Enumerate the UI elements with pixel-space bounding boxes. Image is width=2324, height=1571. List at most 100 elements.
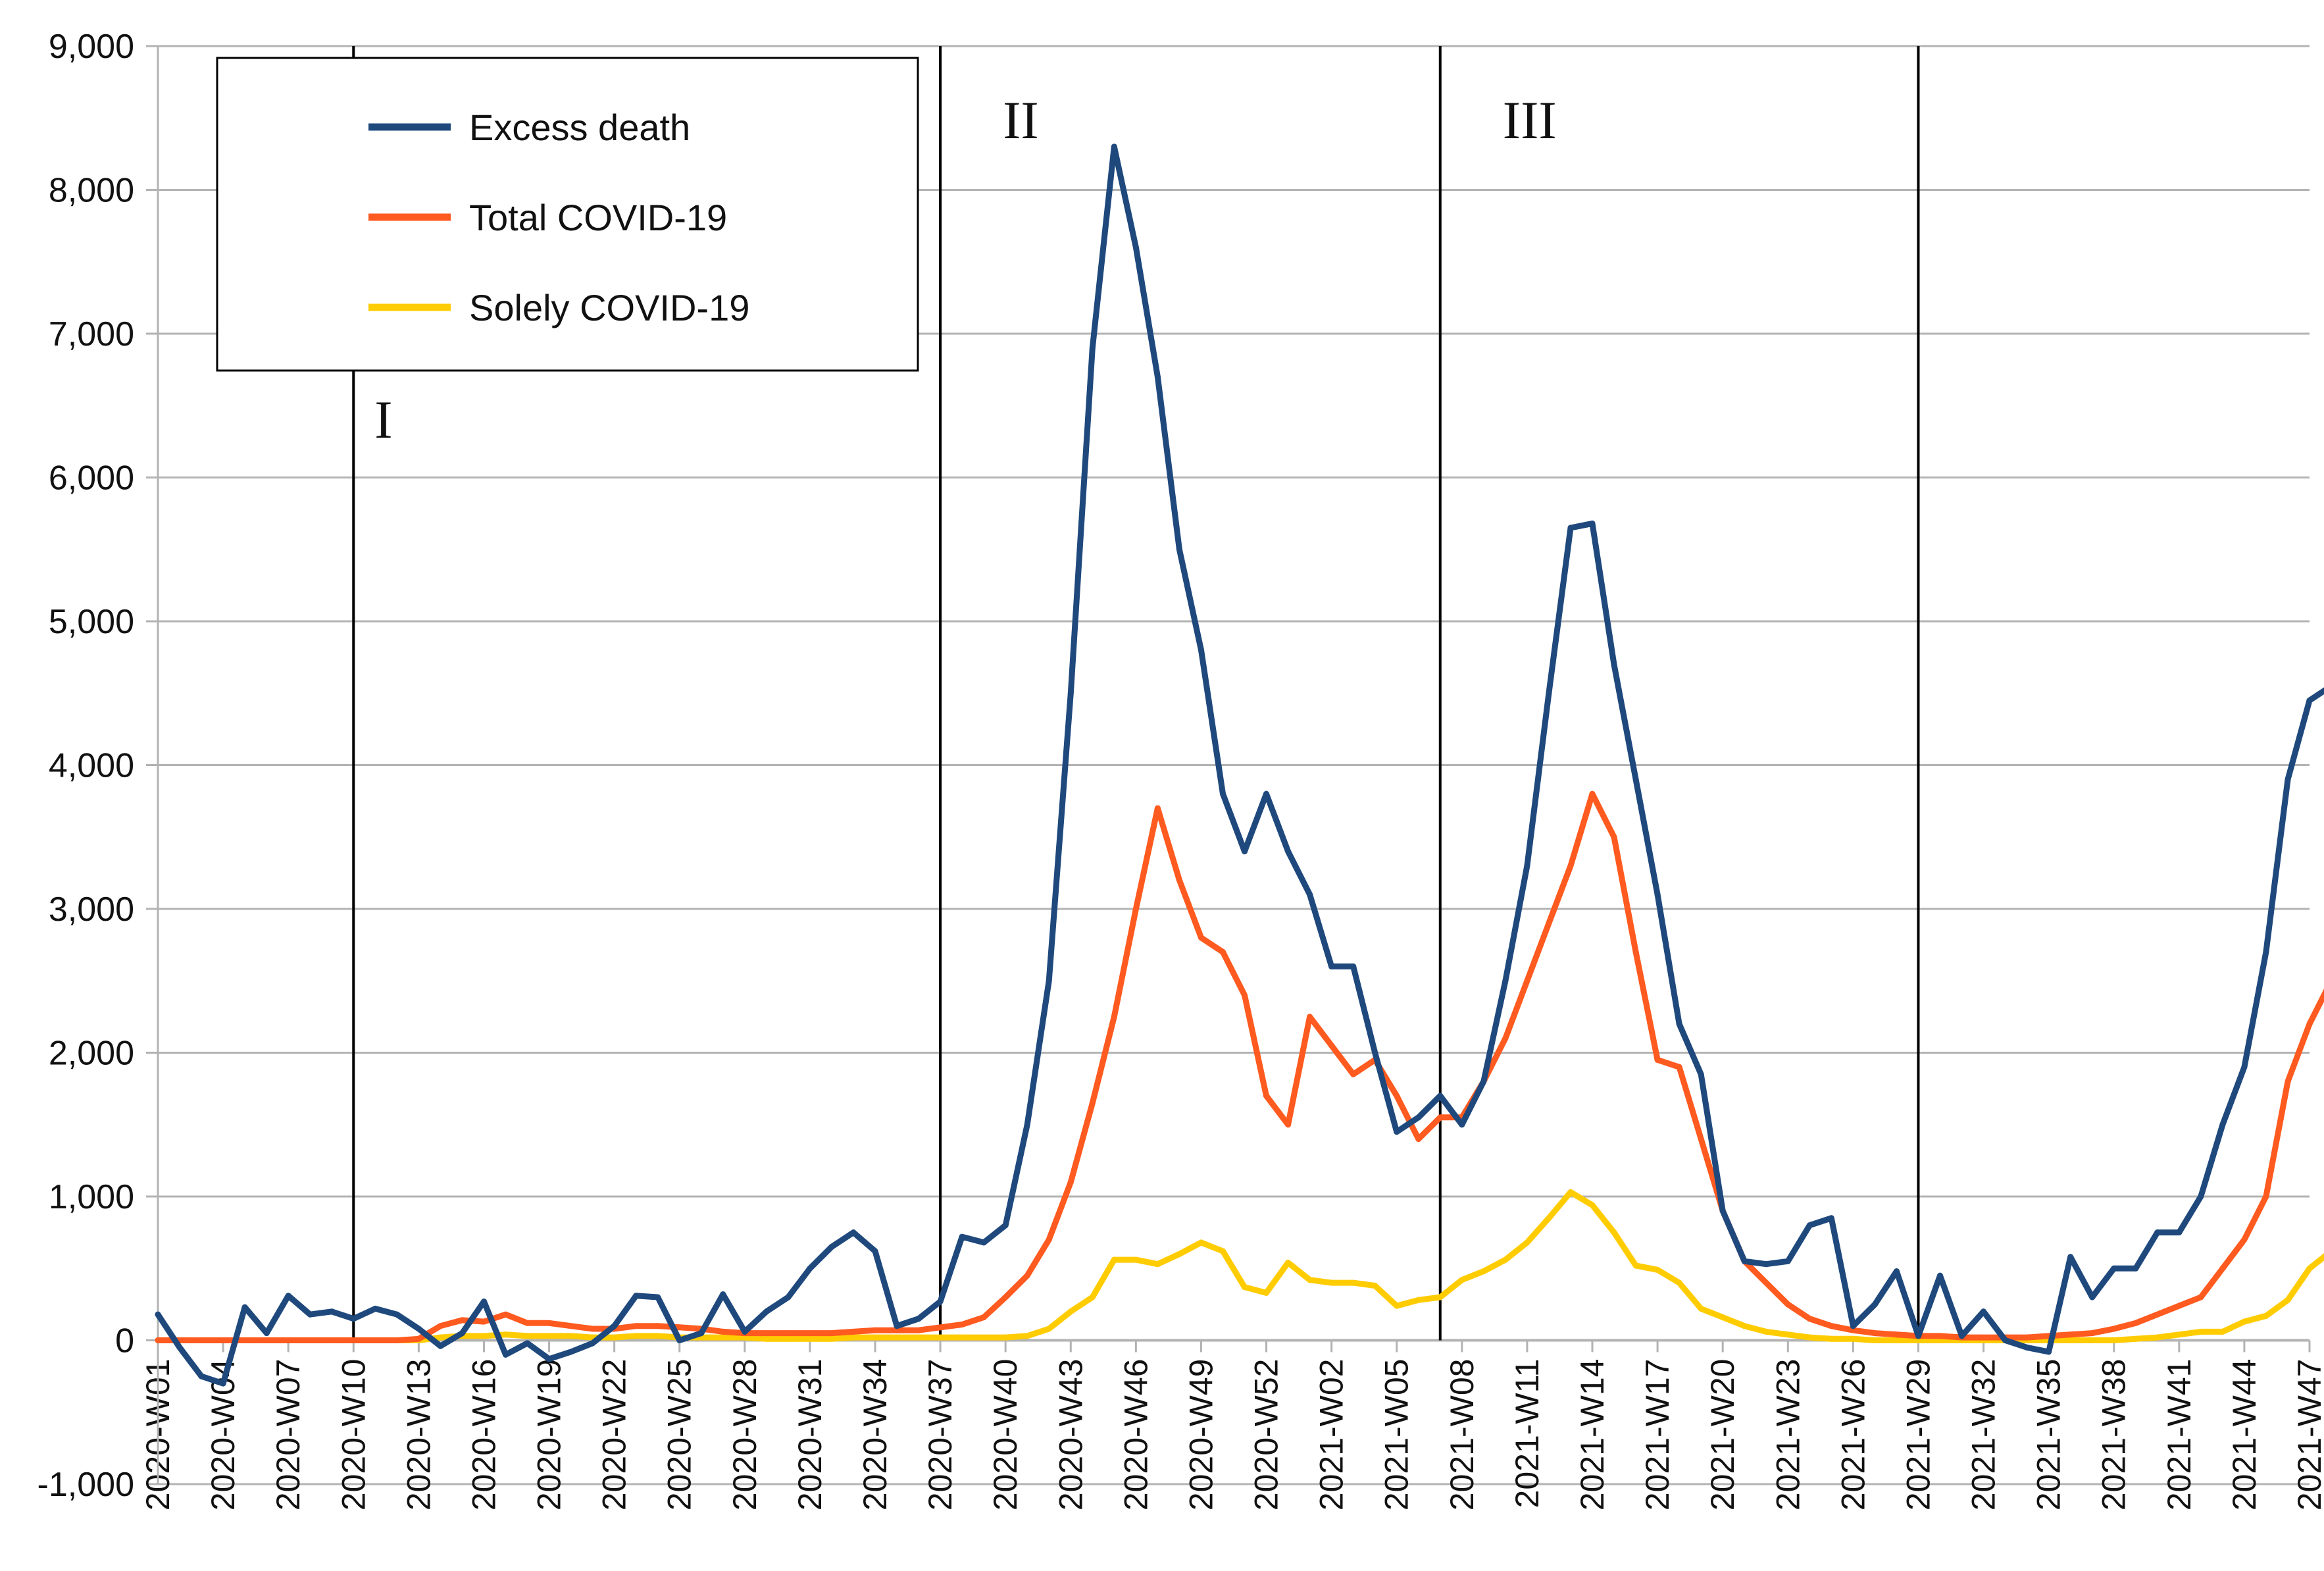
x-tick-label: 2021-W05: [1378, 1359, 1415, 1511]
legend: Excess death Total COVID-19 Solely COVID-1…: [216, 57, 919, 372]
data-point: [2306, 1021, 2313, 1027]
data-point: [1437, 1114, 1444, 1121]
data-point: [1002, 1222, 1009, 1229]
data-point: [2198, 1294, 2204, 1301]
data-point: [524, 1340, 530, 1347]
data-point: [198, 1373, 205, 1379]
series-lines: [155, 143, 2324, 1387]
x-tick-label: 2021-W14: [1574, 1359, 1611, 1511]
data-point: [1763, 1261, 1769, 1268]
data-point: [937, 1324, 944, 1331]
data-point: [1611, 834, 1617, 840]
data-point: [2219, 1121, 2226, 1128]
data-point: [2285, 1297, 2291, 1303]
data-point: [2219, 1265, 2226, 1272]
data-point: [2241, 1237, 2248, 1243]
data-point: [980, 1314, 987, 1320]
data-point: [742, 1328, 748, 1335]
legend-label: Total COVID-19: [469, 197, 727, 238]
x-tick-label: 2020-W46: [1117, 1359, 1154, 1511]
data-point: [2154, 1334, 2161, 1341]
data-point: [1784, 1258, 1791, 1264]
data-point: [1111, 143, 1117, 150]
data-point: [1546, 690, 1552, 696]
data-point: [2241, 1318, 2248, 1325]
data-point: [1480, 1268, 1487, 1275]
data-point: [2089, 1294, 2096, 1301]
data-point: [850, 1328, 857, 1335]
data-point: [1198, 647, 1204, 654]
data-point: [1198, 935, 1204, 941]
data-point: [2306, 697, 2313, 704]
data-point: [2154, 1311, 2161, 1318]
data-point: [807, 1330, 813, 1337]
x-tick-label: 2020-W49: [1182, 1359, 1219, 1511]
data-point: [1415, 1114, 1422, 1121]
data-point: [155, 1311, 161, 1318]
data-point: [763, 1335, 770, 1342]
data-point: [1937, 1333, 1943, 1339]
phase-label: III: [1503, 90, 1557, 150]
data-point: [1459, 1121, 1465, 1128]
data-point: [2111, 1265, 2117, 1272]
data-point: [959, 1233, 965, 1240]
data-point: [1828, 1215, 1834, 1222]
data-point: [1719, 1314, 1726, 1320]
series-line-solely-covid-19: [155, 1189, 2324, 1343]
data-point: [1654, 891, 1661, 898]
y-tick-label: 4,000: [49, 747, 134, 785]
data-point: [1067, 690, 1074, 696]
data-point: [2198, 1328, 2204, 1335]
data-point: [1415, 1297, 1422, 1303]
data-point: [1763, 1328, 1769, 1335]
data-point: [1524, 977, 1530, 984]
data-point: [828, 1244, 835, 1250]
data-point: [1132, 906, 1139, 912]
data-point: [1632, 949, 1639, 955]
y-tick-label: 9,000: [49, 28, 134, 66]
data-point: [1350, 1279, 1357, 1286]
data-point: [2067, 1337, 2074, 1343]
y-tick-label: 7,000: [49, 315, 134, 353]
data-point: [633, 1333, 640, 1339]
data-point: [1111, 1014, 1117, 1020]
data-point: [720, 1291, 726, 1298]
data-point: [1459, 1277, 1465, 1283]
data-point: [1198, 1239, 1204, 1246]
data-point: [1154, 374, 1161, 380]
y-tick-label: 1,000: [49, 1178, 134, 1216]
data-point: [1394, 1129, 1400, 1135]
data-point: [1350, 963, 1357, 969]
data-point: [1741, 1323, 1748, 1329]
data-point: [459, 1330, 465, 1337]
data-point: [1567, 525, 1574, 531]
y-tick-label: -1,000: [38, 1466, 134, 1504]
data-point: [1263, 790, 1269, 797]
data-point: [350, 1316, 357, 1322]
data-point: [1524, 1239, 1530, 1246]
data-point: [2198, 1193, 2204, 1200]
x-tick-label: 2020-W43: [1052, 1359, 1089, 1511]
data-point: [1893, 1337, 1900, 1343]
data-point: [872, 1248, 878, 1254]
data-point: [1220, 949, 1226, 955]
data-point: [2111, 1337, 2117, 1343]
y-axis-ticks: -1,000 0 1,000 2,000 3,000 4,000 5,000 6,000 7,0…: [38, 28, 158, 1504]
data-point: [2219, 1328, 2226, 1335]
legend-box: [216, 57, 919, 372]
data-point: [155, 1337, 161, 1343]
data-point: [915, 1316, 922, 1322]
data-point: [655, 1294, 661, 1301]
data-point: [1307, 1277, 1313, 1283]
data-point: [1285, 1260, 1292, 1266]
data-point: [1871, 1301, 1878, 1308]
data-point: [437, 1323, 443, 1329]
data-point: [1806, 1316, 1813, 1322]
x-tick-label: 2021-W47: [2291, 1359, 2324, 1511]
data-point: [1828, 1335, 1834, 1342]
data-point: [1242, 848, 1248, 855]
data-point: [611, 1323, 618, 1329]
data-point: [980, 1334, 987, 1341]
data-point: [1981, 1308, 1986, 1315]
y-tick-label: 6,000: [49, 459, 134, 498]
